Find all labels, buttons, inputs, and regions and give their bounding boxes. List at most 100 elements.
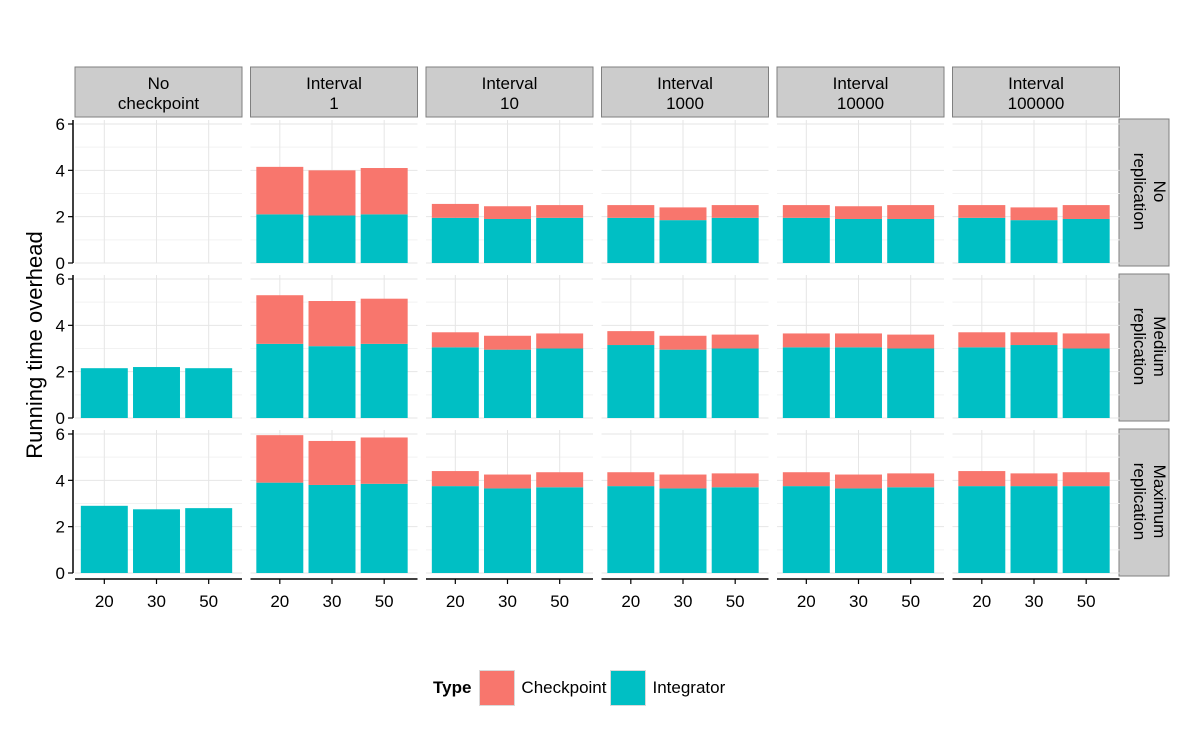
bar-checkpoint — [308, 301, 356, 347]
y-tick-label: 2 — [56, 518, 65, 537]
legend-swatch-integrator — [610, 670, 647, 706]
column-strip-label: checkpoint — [118, 94, 200, 113]
bar-integrator — [711, 487, 759, 573]
bar-integrator — [1010, 486, 1058, 573]
bar-integrator — [484, 349, 531, 418]
x-tick-label: 30 — [849, 592, 868, 611]
row-strip-label: replication — [1130, 153, 1149, 231]
bar-integrator — [835, 347, 882, 418]
bar-integrator — [607, 345, 655, 418]
bar-checkpoint — [431, 203, 479, 218]
bar-integrator — [711, 348, 759, 418]
y-tick-label: 0 — [56, 564, 65, 583]
y-tick-label: 2 — [56, 363, 65, 382]
bar-integrator — [484, 218, 531, 263]
bar-checkpoint — [958, 332, 1006, 348]
bar-checkpoint — [484, 335, 531, 350]
x-tick-label: 50 — [550, 592, 569, 611]
bar-checkpoint — [256, 166, 304, 215]
x-tick-label: 50 — [1077, 592, 1096, 611]
bar-checkpoint — [536, 472, 584, 488]
bar-checkpoint — [484, 474, 531, 489]
bar-integrator — [308, 215, 356, 263]
bar-checkpoint — [1010, 207, 1058, 221]
legend-label-checkpoint: Checkpoint — [521, 678, 607, 697]
bar-integrator — [1062, 486, 1110, 573]
bar-checkpoint — [659, 474, 707, 489]
row-strip-label: replication — [1130, 308, 1149, 386]
row-strip-label: No — [1150, 181, 1169, 203]
bar-integrator — [431, 486, 479, 573]
bar-integrator — [133, 367, 180, 418]
x-tick-label: 30 — [1025, 592, 1044, 611]
bar-checkpoint — [887, 334, 935, 349]
bar-checkpoint — [1010, 473, 1058, 487]
bar-integrator — [659, 349, 707, 418]
bar-integrator — [607, 486, 655, 573]
bar-integrator — [256, 343, 304, 418]
row-strip — [1118, 428, 1170, 577]
panel-grid — [75, 120, 242, 264]
row-strip — [1118, 273, 1170, 422]
legend-swatch-checkpoint — [479, 670, 516, 706]
bar-integrator — [256, 214, 304, 263]
bar-integrator — [185, 368, 233, 418]
bar-integrator — [782, 347, 830, 418]
bar-integrator — [782, 217, 830, 263]
bar-checkpoint — [431, 471, 479, 487]
y-tick-label: 6 — [56, 270, 65, 289]
bar-integrator — [484, 488, 531, 573]
bar-integrator — [1010, 220, 1058, 263]
bar-checkpoint — [659, 335, 707, 350]
y-tick-label: 0 — [56, 409, 65, 428]
column-strip-label: 1 — [329, 94, 338, 113]
bar-integrator — [1010, 345, 1058, 418]
y-tick-label: 4 — [56, 471, 65, 490]
bar-checkpoint — [536, 333, 584, 349]
x-tick-label: 20 — [972, 592, 991, 611]
bar-integrator — [887, 348, 935, 418]
bar-integrator — [958, 486, 1006, 573]
bar-integrator — [536, 348, 584, 418]
bar-checkpoint — [607, 472, 655, 487]
bar-integrator — [958, 217, 1006, 263]
y-tick-label: 6 — [56, 425, 65, 444]
bar-integrator — [185, 508, 233, 573]
bar-checkpoint — [782, 472, 830, 487]
bar-checkpoint — [711, 473, 759, 488]
column-strip-label: 1000 — [666, 94, 704, 113]
y-tick-label: 4 — [56, 316, 65, 335]
x-tick-label: 30 — [498, 592, 517, 611]
bar-integrator — [360, 343, 408, 418]
bar-integrator — [431, 347, 479, 418]
bar-checkpoint — [308, 170, 356, 216]
bar-checkpoint — [360, 298, 408, 344]
x-tick-label: 20 — [95, 592, 114, 611]
bar-integrator — [1062, 348, 1110, 418]
row-strip-label: Maximum — [1150, 465, 1169, 539]
column-strip-label: Interval — [833, 74, 889, 93]
x-tick-label: 50 — [901, 592, 920, 611]
bar-checkpoint — [1010, 332, 1058, 346]
x-tick-label: 20 — [621, 592, 640, 611]
bar-integrator — [607, 217, 655, 263]
bar-integrator — [958, 347, 1006, 418]
bar-integrator — [360, 214, 408, 263]
bar-checkpoint — [782, 205, 830, 218]
column-strip-label: 10 — [500, 94, 519, 113]
bar-integrator — [887, 487, 935, 573]
column-strip-label: Interval — [657, 74, 713, 93]
x-tick-label: 30 — [147, 592, 166, 611]
legend-item-checkpoint: Checkpoint — [479, 670, 606, 706]
row-strip — [1118, 118, 1170, 267]
column-strip-label: Interval — [306, 74, 362, 93]
x-tick-label: 50 — [199, 592, 218, 611]
bar-integrator — [431, 217, 479, 263]
bar-checkpoint — [607, 205, 655, 218]
bar-checkpoint — [431, 332, 479, 348]
legend-title: Type — [433, 678, 472, 697]
bar-integrator — [782, 486, 830, 573]
